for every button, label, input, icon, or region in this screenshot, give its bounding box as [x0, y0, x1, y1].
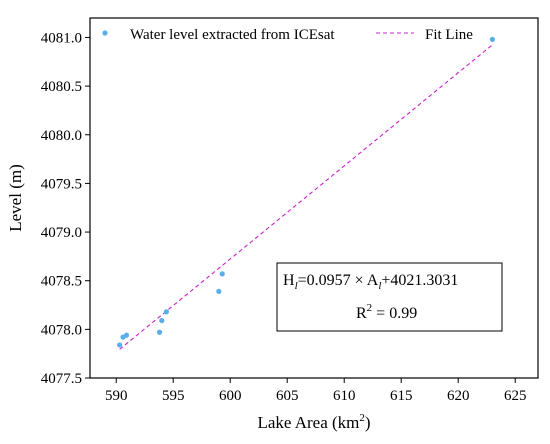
data-point [219, 271, 225, 277]
annotation-box [276, 262, 503, 332]
x-tick-label: 625 [504, 388, 527, 404]
x-tick-label: 600 [219, 388, 242, 404]
legend-label-water-level: Water level extracted from ICEsat [130, 27, 335, 43]
data-point [156, 329, 163, 335]
x-tick-label: 595 [162, 388, 185, 404]
r-squared-value: = 0.99 [372, 305, 417, 322]
equation-annotation: Hl=0.0957 × Al+4021.3031 R2 = 0.99 [276, 262, 503, 332]
y-axis: 4077.5 4078.0 4078.5 4079.0 4079.5 4080.0 4080… [41, 30, 90, 387]
y-tick-label: 4079.0 [41, 225, 82, 241]
legend-marker-water-level [102, 30, 108, 36]
data-point [117, 342, 123, 348]
data-point [163, 309, 169, 315]
x-axis-label-end: ) [365, 413, 371, 432]
x-tick-label: 620 [447, 388, 470, 404]
plot-frame [89, 17, 539, 379]
data-point [216, 288, 222, 295]
x-axis-label-main: Lake Area (km [257, 413, 359, 432]
data-point [159, 317, 165, 324]
equation-h-subscript: l [295, 280, 298, 292]
data-point [123, 332, 130, 338]
x-tick-label: 610 [333, 388, 356, 404]
r-squared-superscript: 2 [367, 302, 373, 314]
y-tick-label: 4080.0 [41, 128, 82, 144]
equation-a-subscript: l [378, 280, 381, 292]
equation-h: H [283, 272, 295, 289]
y-tick-label: 4079.5 [41, 176, 82, 192]
y-tick-label: 4078.0 [41, 322, 82, 338]
fit-equation: Hl=0.0957 × Al+4021.3031 [283, 272, 458, 292]
r-squared-r: R [356, 305, 367, 322]
x-axis-label: Lake Area (km2) [257, 412, 370, 432]
data-points [117, 36, 496, 348]
x-axis-label-superscript: 2 [359, 412, 365, 424]
x-tick-label: 615 [390, 388, 413, 404]
y-tick-label: 4077.5 [41, 371, 82, 387]
fit-line [119, 44, 493, 350]
r-squared: R2 = 0.99 [356, 302, 417, 322]
y-tick-label: 4080.5 [41, 79, 82, 95]
equation-intercept: +4021.3031 [381, 272, 458, 289]
y-tick-label: 4081.0 [41, 30, 82, 46]
legend: Water level extracted from ICEsat Fit Li… [102, 27, 473, 43]
y-tick-label: 4078.5 [41, 274, 82, 290]
x-tick-label: 590 [105, 388, 128, 404]
x-tick-label: 605 [276, 388, 299, 404]
equation-middle: =0.0957 × A [298, 272, 379, 289]
legend-label-fit-line: Fit Line [425, 27, 473, 43]
x-axis: 590 595 600 605 610 615 620 625 [105, 378, 526, 404]
y-axis-label: Level (m) [6, 164, 25, 232]
data-point [489, 36, 496, 43]
fit-line-group [119, 44, 493, 350]
